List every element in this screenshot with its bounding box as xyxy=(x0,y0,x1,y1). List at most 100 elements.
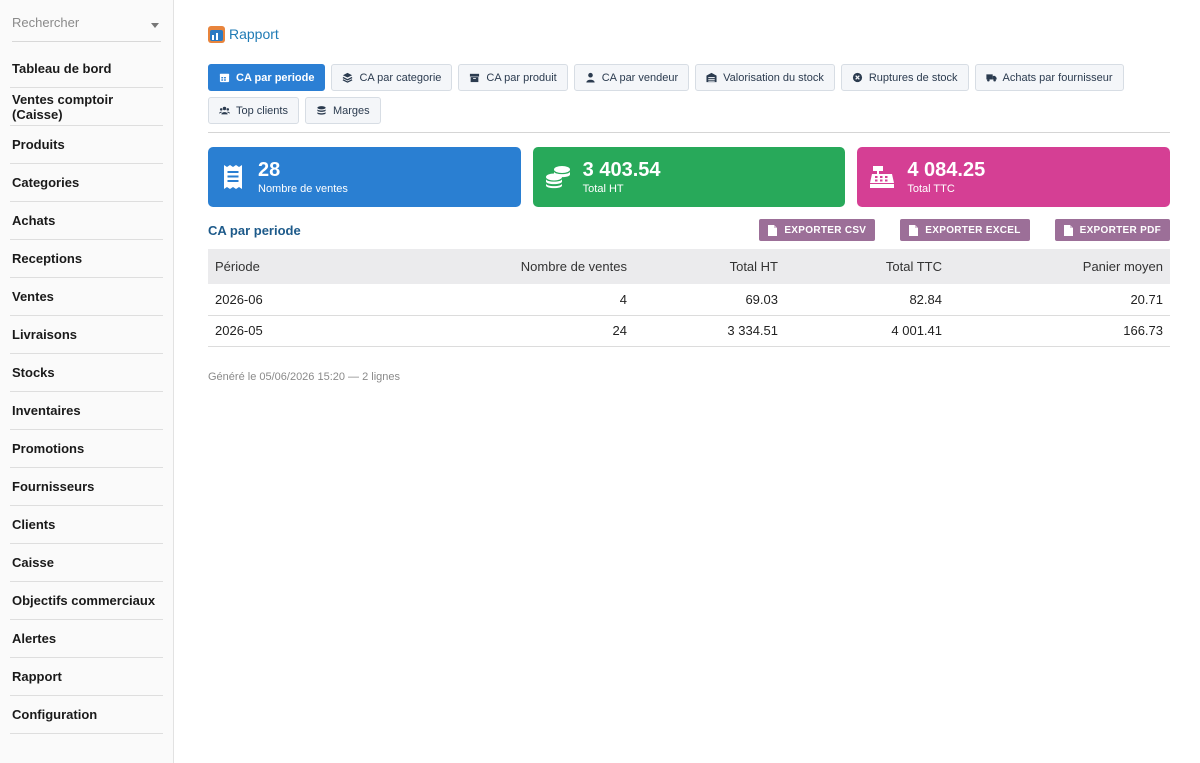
card-total-ttc: 4 084.25 Total TTC xyxy=(857,147,1171,207)
tab-label: CA par produit xyxy=(486,71,557,84)
file-icon xyxy=(768,224,778,236)
col-header-panier-moyen: Panier moyen xyxy=(1082,259,1163,274)
sidebar-item-promotions[interactable]: Promotions xyxy=(10,430,163,468)
card-value: 4 084.25 xyxy=(907,159,986,181)
report-table: Période Nombre de ventes Total HT Total … xyxy=(208,249,1170,347)
cell-panier-moyen: 166.73 xyxy=(949,315,1170,347)
tab-label: Valorisation du stock xyxy=(723,71,824,84)
sidebar-item-ventes-comptoir[interactable]: Ventes comptoir (Caisse) xyxy=(10,88,163,126)
tab-label: CA par vendeur xyxy=(601,71,679,84)
summary-cards: 28 Nombre de ventes 3 403.54 Total HT xyxy=(208,147,1171,207)
col-header-nombre-de-ventes: Nombre de ventes xyxy=(520,259,627,274)
page-title[interactable]: Rapport xyxy=(208,24,1170,44)
tab-valorisation-du-stock[interactable]: Valorisation du stock xyxy=(695,64,835,91)
card-label: Nombre de ventes xyxy=(258,183,348,195)
sidebar-item-inventaires[interactable]: Inventaires xyxy=(10,392,163,430)
tab-ca-par-categorie[interactable]: CA par categorie xyxy=(331,64,453,91)
cash-register-icon xyxy=(869,164,895,190)
page-title-text[interactable]: Rapport xyxy=(229,26,279,42)
export-pdf-label: EXPORTER PDF xyxy=(1079,224,1161,236)
sidebar-item-rapport[interactable]: Rapport xyxy=(10,658,163,696)
tab-label: Achats par fournisseur xyxy=(1002,71,1113,84)
receipt-icon xyxy=(220,164,246,190)
col-header-total-ht: Total HT xyxy=(729,259,778,274)
sidebar-item-stocks[interactable]: Stocks xyxy=(10,354,163,392)
search-select[interactable]: Rechercher xyxy=(12,0,161,42)
tab-ruptures-de-stock[interactable]: Ruptures de stock xyxy=(840,64,969,91)
sidebar: Rechercher Tableau de bord Ventes compto… xyxy=(0,0,174,763)
sidebar-item-ventes[interactable]: Ventes xyxy=(10,278,163,316)
cell-total-ht: 3 334.51 xyxy=(634,315,785,347)
cell-total-ttc: 4 001.41 xyxy=(785,315,949,347)
cell-total-ttc: 82.84 xyxy=(785,284,949,316)
table-row: 2026-05 24 3 334.51 4 001.41 166.73 xyxy=(208,315,1170,347)
search-placeholder: Rechercher xyxy=(12,15,80,30)
sidebar-item-clients[interactable]: Clients xyxy=(10,506,163,544)
sidebar-item-livraisons[interactable]: Livraisons xyxy=(10,316,163,354)
card-value: 3 403.54 xyxy=(582,159,661,181)
card-value: 28 xyxy=(258,159,281,181)
export-excel-label: EXPORTER EXCEL xyxy=(925,224,1021,236)
cell-nombre-de-ventes: 4 xyxy=(428,284,634,316)
cell-total-ht: 69.03 xyxy=(634,284,785,316)
col-header-total-ttc: Total TTC xyxy=(885,259,942,274)
main-content: Rapport CA par periode CA par categorie … xyxy=(174,0,1200,763)
warehouse-icon xyxy=(706,72,717,83)
table-row: 2026-06 4 69.03 82.84 20.71 xyxy=(208,284,1170,316)
export-csv-button[interactable]: EXPORTER CSV xyxy=(759,219,876,241)
tab-label: Marges xyxy=(332,104,370,117)
tab-ca-par-produit[interactable]: CA par produit xyxy=(458,64,568,91)
calendar-icon xyxy=(219,73,230,83)
sidebar-item-produits[interactable]: Produits xyxy=(10,126,163,164)
report-icon xyxy=(208,25,225,43)
sidebar-item-objectifs[interactable]: Objectifs commerciaux xyxy=(10,582,163,620)
sidebar-item-fournisseurs[interactable]: Fournisseurs xyxy=(10,468,163,506)
cell-nombre-de-ventes: 24 xyxy=(428,315,634,347)
sidebar-item-alertes[interactable]: Alertes xyxy=(10,620,163,658)
sidebar-item-caisse[interactable]: Caisse xyxy=(10,544,163,582)
section-title: CA par periode xyxy=(208,222,301,238)
user-icon xyxy=(586,72,595,83)
file-icon xyxy=(1063,224,1073,236)
coins-icon xyxy=(545,164,571,190)
tab-label: Top clients xyxy=(236,104,288,117)
card-total-ht: 3 403.54 Total HT xyxy=(532,147,846,207)
sidebar-item-receptions[interactable]: Receptions xyxy=(10,240,163,278)
sidebar-nav: Tableau de bord Ventes comptoir (Caisse)… xyxy=(10,50,163,734)
layers-icon xyxy=(343,72,353,83)
sidebar-item-categories[interactable]: Categories xyxy=(10,164,163,202)
users-icon xyxy=(219,106,230,115)
col-header-periode: Période xyxy=(215,259,260,274)
coins-icon xyxy=(317,106,326,115)
box-icon xyxy=(470,73,480,83)
section-header: CA par periode EXPORTER CSV EXPORTER EXC… xyxy=(208,219,1170,241)
tab-top-clients[interactable]: Top clients xyxy=(208,97,299,124)
tab-ca-par-vendeur[interactable]: CA par vendeur xyxy=(573,64,690,91)
x-circle-icon xyxy=(852,72,862,83)
tab-label: CA par periode xyxy=(236,71,315,84)
export-excel-button[interactable]: EXPORTER EXCEL xyxy=(900,219,1030,241)
sidebar-item-achats[interactable]: Achats xyxy=(10,202,163,240)
tab-marges[interactable]: Marges xyxy=(304,97,381,124)
file-icon xyxy=(909,224,919,236)
sidebar-item-configuration[interactable]: Configuration xyxy=(10,696,163,734)
tab-achats-par-fournisseur[interactable]: Achats par fournisseur xyxy=(974,64,1124,91)
truck-icon xyxy=(985,74,997,82)
export-csv-label: EXPORTER CSV xyxy=(784,224,867,236)
table-header-row: Période Nombre de ventes Total HT Total … xyxy=(208,249,1170,284)
generated-note: Généré le 05/06/2026 15:20 — 2 lignes xyxy=(208,370,401,383)
card-label: Total HT xyxy=(582,183,624,195)
cell-periode: 2026-05 xyxy=(208,315,428,347)
card-label: Total TTC xyxy=(907,183,955,195)
tab-label: CA par categorie xyxy=(359,71,442,84)
tab-label: Ruptures de stock xyxy=(868,71,958,84)
export-pdf-button[interactable]: EXPORTER PDF xyxy=(1054,219,1170,241)
sidebar-item-tableau-de-bord[interactable]: Tableau de bord xyxy=(10,50,163,88)
chevron-down-icon[interactable] xyxy=(151,23,159,28)
card-nombre-de-ventes: 28 Nombre de ventes xyxy=(208,147,521,207)
cell-panier-moyen: 20.71 xyxy=(949,284,1170,316)
cell-periode: 2026-06 xyxy=(208,284,428,316)
tab-ca-par-periode[interactable]: CA par periode xyxy=(208,64,326,91)
report-tabs: CA par periode CA par categorie CA par p… xyxy=(208,64,1170,133)
